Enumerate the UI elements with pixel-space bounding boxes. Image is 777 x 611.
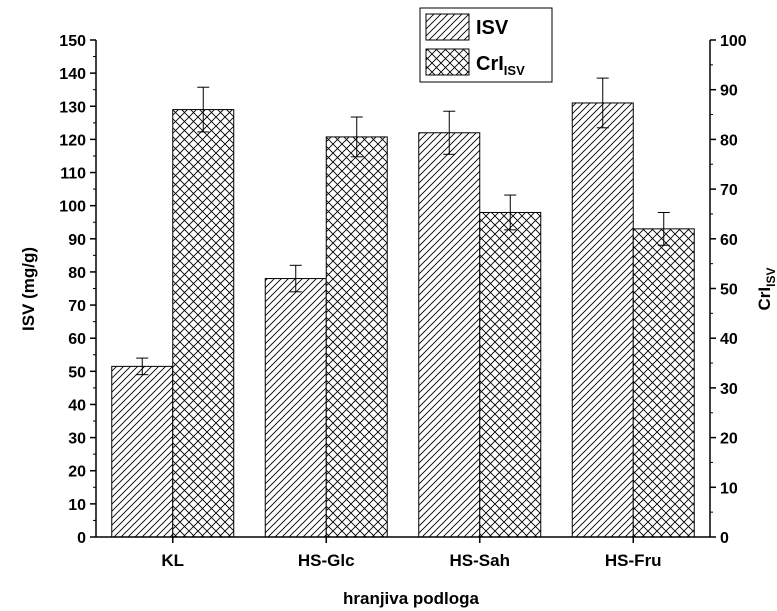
y-tick-label: 140 <box>59 66 86 83</box>
y-tick-label: 120 <box>59 132 86 149</box>
x-tick-label: HS-Fru <box>605 551 662 570</box>
y-tick-label: 100 <box>59 199 86 216</box>
bar-isv-hs-fru <box>571 102 634 538</box>
y2-tick-label: 30 <box>720 381 738 398</box>
y2-tick-label: 10 <box>720 480 738 497</box>
y2-tick-label: 40 <box>720 331 738 348</box>
y-tick-label: 50 <box>68 364 86 381</box>
y-tick-label: 150 <box>59 33 86 50</box>
y2-tick-label: 80 <box>720 132 738 149</box>
error-bars-layer <box>136 77 670 376</box>
legend-swatch-cri <box>425 48 470 76</box>
x-tick-label: HS-Glc <box>298 551 355 570</box>
legend-label-cri-subscript: ISV <box>504 63 525 78</box>
x-axis-title: hranjiva podloga <box>343 589 480 608</box>
axes-layer: KL HS-Glc HS-Sah HS-Fru 0 10 20 30 40 50 60 70 80 90 1… <box>59 33 747 570</box>
bar-cri-kl <box>172 109 235 538</box>
y-tick-label: 130 <box>59 99 86 116</box>
y-tick-label: 70 <box>68 298 86 315</box>
legend-swatch-isv <box>425 13 470 41</box>
y-tick-label: 60 <box>68 331 86 348</box>
x-tick-label: HS-Sah <box>450 551 510 570</box>
y2-tick-label: 100 <box>720 33 747 50</box>
x-tick-label: KL <box>161 551 184 570</box>
y-tick-label: 40 <box>68 397 86 414</box>
y-tick-label: 30 <box>68 431 86 448</box>
bar-cri-hs-glc <box>325 136 388 538</box>
y2-tick-label: 50 <box>720 282 738 299</box>
y2-tick-label: 70 <box>720 182 738 199</box>
bars-layer <box>111 102 695 538</box>
bar-isv-kl <box>111 365 174 538</box>
bar-isv-hs-sah <box>418 132 481 538</box>
y2-tick-label: 20 <box>720 431 738 448</box>
y-tick-label: 90 <box>68 232 86 249</box>
bar-isv-hs-glc <box>264 278 327 538</box>
y-tick-label: 80 <box>68 265 86 282</box>
y-tick-label: 10 <box>68 497 86 514</box>
bar-cri-hs-fru <box>632 228 695 538</box>
y-tick-label: 110 <box>60 166 86 183</box>
y-tick-label: 0 <box>77 530 86 547</box>
y-tick-label: 20 <box>68 464 86 481</box>
legend: ISV CrIISV <box>419 7 553 83</box>
y2-tick-label: 60 <box>720 232 738 249</box>
y2-axis-title: CrIISV <box>755 268 777 311</box>
legend-label-isv: ISV <box>476 17 509 39</box>
legend-label-cri: CrIISV <box>476 53 525 78</box>
bar-cri-hs-sah <box>479 211 542 538</box>
y-axis-title: ISV (mg/g) <box>19 247 38 331</box>
y2-tick-label: 90 <box>720 83 738 100</box>
legend-label-cri-main: CrI <box>476 53 504 75</box>
y2-tick-label: 0 <box>720 530 729 547</box>
y2-axis-title-subscript: ISV <box>764 268 777 287</box>
y2-axis-title-main: CrI <box>755 287 774 311</box>
